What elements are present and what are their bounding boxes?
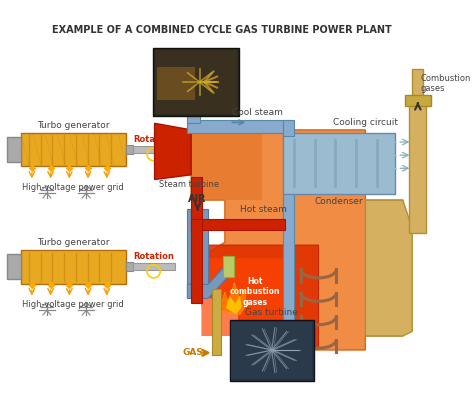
Polygon shape [155, 123, 191, 179]
Text: AIR: AIR [189, 194, 207, 204]
Text: High-voltage power grid: High-voltage power grid [22, 183, 124, 192]
Polygon shape [200, 258, 291, 336]
Bar [191, 219, 285, 230]
Bar [8, 137, 20, 162]
Text: EXAMPLE OF A COMBINED CYCLE GAS TURBINE POWER PLANT: EXAMPLE OF A COMBINED CYCLE GAS TURBINE … [52, 25, 392, 35]
Text: Turbo generator: Turbo generator [37, 238, 109, 247]
Polygon shape [187, 261, 229, 299]
Polygon shape [200, 245, 319, 348]
Polygon shape [365, 200, 412, 336]
Polygon shape [191, 130, 262, 200]
Bar [133, 263, 175, 270]
Text: Turbo generator: Turbo generator [37, 121, 109, 130]
Bar [20, 133, 126, 166]
Text: High-voltage power grid: High-voltage power grid [22, 300, 124, 309]
Bar [126, 262, 133, 271]
Bar [187, 120, 291, 133]
Text: Hot steam: Hot steam [240, 205, 287, 214]
Bar [212, 289, 221, 355]
Bar [191, 177, 202, 231]
Bar [155, 50, 237, 114]
Bar [412, 69, 423, 97]
Bar [283, 135, 294, 341]
Polygon shape [226, 296, 242, 314]
Text: Condenser: Condenser [315, 197, 364, 206]
Polygon shape [219, 282, 246, 314]
Text: GAS: GAS [182, 348, 203, 357]
Bar [157, 67, 195, 100]
Bar [153, 48, 239, 116]
Bar [231, 322, 312, 379]
Bar [283, 120, 294, 137]
Bar [187, 210, 208, 284]
Text: Rotation: Rotation [133, 252, 174, 261]
Bar [20, 250, 126, 284]
Bar [410, 102, 426, 233]
Text: Hot
combustion
gases: Hot combustion gases [229, 277, 280, 307]
Bar [283, 133, 395, 194]
Bar [187, 114, 201, 123]
Text: Rotation: Rotation [133, 135, 174, 144]
Text: Cooling circuit: Cooling circuit [333, 118, 398, 127]
Bar [223, 256, 234, 277]
Text: Gas turbine: Gas turbine [245, 308, 298, 317]
Bar [133, 146, 175, 153]
Bar [8, 255, 20, 279]
Text: Combustion
gases: Combustion gases [420, 74, 471, 93]
Bar [229, 320, 314, 381]
Bar [191, 219, 202, 303]
Bar [405, 95, 431, 106]
Polygon shape [191, 130, 403, 350]
Bar [126, 145, 133, 154]
Text: Cool steam: Cool steam [232, 108, 283, 117]
Text: Steam turbine: Steam turbine [159, 179, 219, 189]
